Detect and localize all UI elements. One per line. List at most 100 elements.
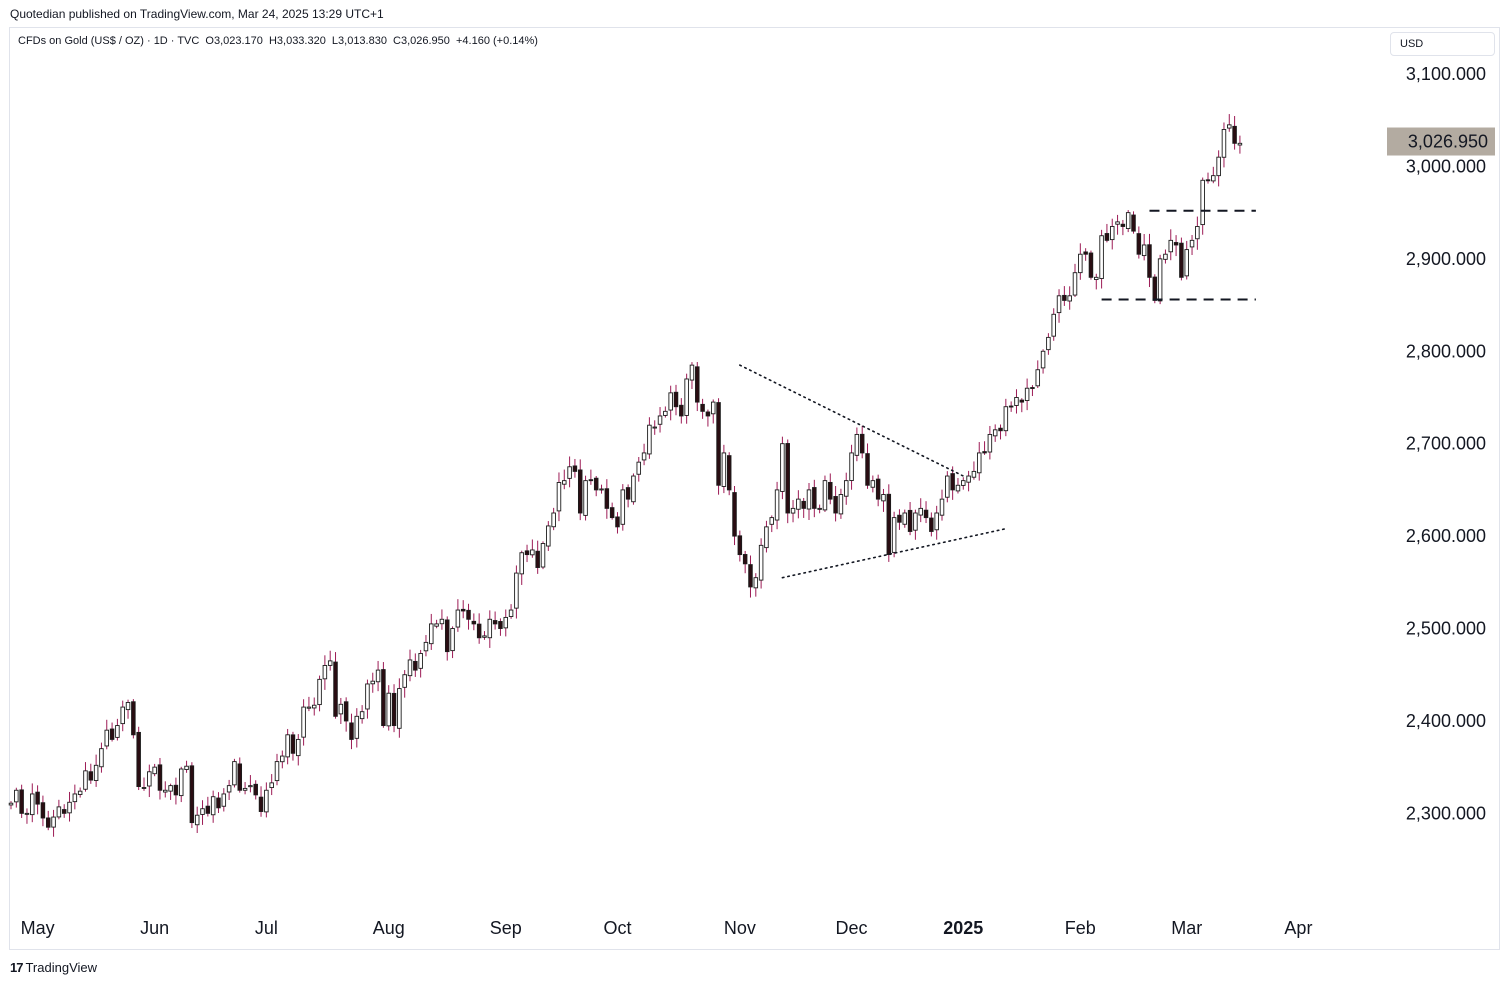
candle: [51, 809, 56, 837]
time-tick-label: May: [21, 918, 55, 938]
candle-body: [1205, 179, 1211, 182]
candle: [577, 459, 583, 521]
candle: [487, 610, 493, 648]
candle-body: [487, 618, 493, 639]
candle-body: [1136, 233, 1142, 255]
candle: [971, 461, 977, 480]
candle: [1163, 249, 1168, 264]
candle: [83, 762, 88, 792]
candle-body: [1035, 369, 1041, 387]
candle-body: [929, 517, 934, 532]
tradingview-logo-icon: 17: [10, 960, 24, 975]
candle: [992, 424, 998, 442]
candle: [982, 441, 987, 455]
candle: [849, 444, 854, 490]
drawings-layer: [739, 209, 1256, 579]
candle: [514, 565, 519, 619]
candle: [530, 539, 535, 558]
last-price-tag-background: [1387, 127, 1495, 156]
candle: [232, 758, 237, 788]
candle-body: [679, 404, 684, 417]
candle: [886, 484, 892, 562]
chart-frame: [9, 27, 1500, 950]
candle: [875, 474, 881, 507]
candle: [157, 757, 163, 800]
candle: [109, 722, 115, 742]
candle: [67, 791, 72, 822]
candle: [450, 626, 455, 659]
candle-body: [822, 480, 828, 511]
candle-body: [1062, 294, 1067, 301]
candle: [1205, 172, 1211, 184]
candle: [242, 782, 248, 795]
candle-body: [567, 466, 572, 479]
candle-body: [530, 549, 535, 556]
candle-body: [945, 475, 950, 498]
candle-body: [764, 526, 769, 549]
candle-body: [902, 512, 908, 525]
candle-body: [109, 728, 115, 740]
candle: [604, 479, 610, 519]
candle: [929, 512, 934, 537]
candle: [77, 787, 83, 798]
candle: [1147, 233, 1152, 288]
candle: [732, 485, 737, 546]
candle-body: [349, 722, 354, 740]
candle-body: [210, 796, 216, 816]
candle: [88, 763, 94, 784]
symbol-legend: CFDs on Gold (US$ / OZ) · 1D · TVC O3,02…: [18, 35, 541, 47]
candle-body: [45, 817, 51, 828]
candle: [184, 760, 189, 773]
candle: [311, 697, 317, 716]
candle-body: [476, 623, 482, 639]
dotted-trendline[interactable]: [781, 527, 1007, 579]
candle: [296, 734, 301, 766]
candle-body: [758, 544, 764, 581]
candle: [966, 470, 971, 492]
candle-body: [1131, 214, 1136, 232]
candle-body: [599, 488, 604, 491]
candle-body: [987, 433, 993, 453]
candle: [327, 650, 333, 671]
currency-selector[interactable]: USD: [1390, 32, 1495, 56]
candle: [349, 713, 354, 750]
price-tick-label: 2,700.000: [1406, 434, 1486, 454]
candle: [444, 616, 450, 661]
candle-body: [1104, 233, 1110, 241]
candle-body: [631, 475, 636, 503]
candle-body: [317, 678, 322, 706]
candle: [1221, 122, 1227, 168]
publisher-line: Quotedian published on TradingView.com, …: [10, 7, 384, 21]
candle-body: [1179, 242, 1184, 278]
candle: [721, 444, 727, 494]
candle: [812, 479, 817, 518]
candle: [19, 784, 24, 818]
price-axis[interactable]: 3,100.000 3,000.000 2,900.000 2,800.000 2,70…: [1406, 64, 1486, 823]
candle: [104, 719, 110, 750]
candle-body: [99, 748, 104, 768]
candle: [822, 475, 828, 512]
candle-body: [104, 729, 110, 747]
candle: [131, 699, 136, 739]
candle-body: [897, 514, 902, 523]
candle: [726, 452, 732, 496]
candle: [508, 604, 514, 619]
time-tick-label: Dec: [836, 918, 868, 938]
candle-body: [67, 801, 72, 814]
candle: [663, 406, 668, 418]
candle: [455, 599, 461, 632]
candle-body: [774, 489, 780, 521]
candle-body: [88, 771, 94, 781]
candle-body: [705, 411, 711, 417]
candle-body: [1227, 124, 1232, 129]
time-axis[interactable]: May Jun Jul Aug Sep Oct Nov Dec 2025 Feb Mar Apr: [21, 918, 1313, 938]
candle-body: [178, 768, 184, 797]
candle-body: [833, 496, 838, 514]
candle-body: [955, 484, 961, 492]
candle: [476, 613, 482, 644]
candle: [1083, 248, 1088, 261]
candle: [1120, 219, 1126, 236]
candle-body: [375, 669, 381, 683]
candle: [684, 373, 689, 424]
